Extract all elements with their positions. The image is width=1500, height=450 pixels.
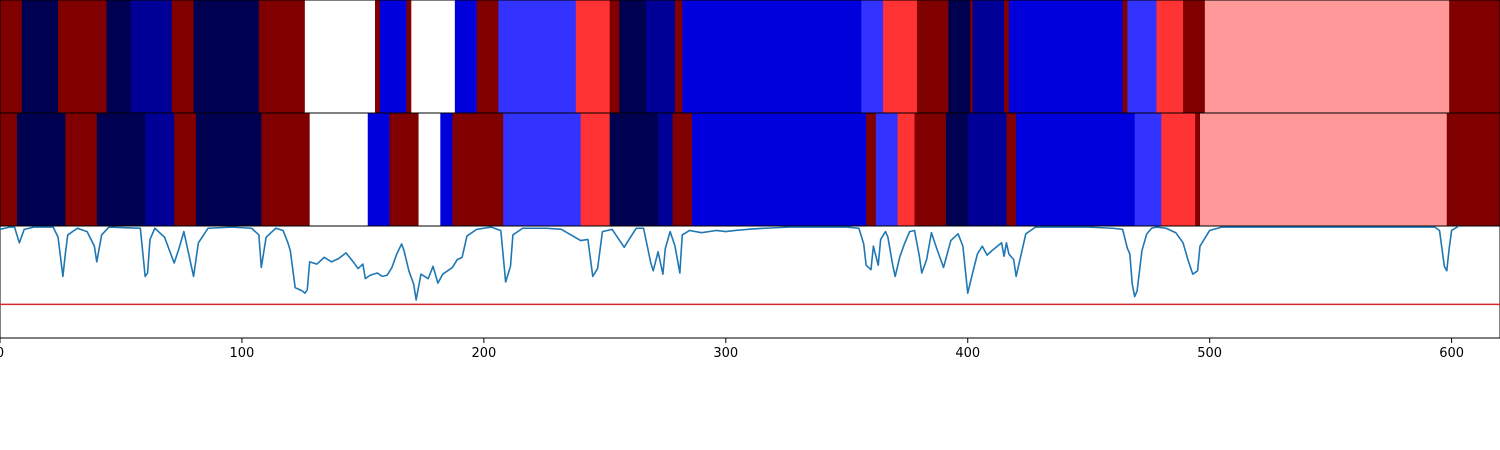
segment-row1-8 — [309, 113, 369, 226]
segment-row1-21 — [875, 113, 899, 226]
x-axis: 0 100 200 300 400 500 600 — [0, 338, 1464, 361]
segment-row0-20 — [675, 0, 683, 113]
segment-row0-28 — [1004, 0, 1010, 113]
segment-row0-19 — [645, 0, 676, 113]
segment-row1-25 — [967, 113, 1007, 226]
segment-row0-25 — [948, 0, 971, 113]
segment-row0-18 — [619, 0, 647, 113]
segment-row1-17 — [658, 113, 674, 226]
segment-row0-0 — [0, 0, 23, 113]
segment-row0-15 — [498, 0, 577, 113]
segment-row1-14 — [503, 113, 582, 226]
x-tick-label-400: 400 — [955, 346, 980, 361]
segment-strip-top — [0, 0, 1500, 113]
segment-row0-4 — [130, 0, 173, 113]
segment-row1-28 — [1134, 113, 1162, 226]
segment-row1-2 — [65, 113, 98, 226]
segment-row0-13 — [454, 0, 478, 113]
segment-row0-3 — [106, 0, 132, 113]
segment-row0-32 — [1156, 0, 1184, 113]
segment-row1-23 — [914, 113, 947, 226]
segment-row0-16 — [575, 0, 611, 113]
x-tick-label-300: 300 — [713, 346, 738, 361]
confidence-line — [0, 225, 1460, 301]
segment-row1-6 — [195, 113, 262, 226]
segment-row0-2 — [58, 0, 107, 113]
line-panel-frame — [0, 225, 1500, 339]
x-tick-label-200: 200 — [471, 346, 496, 361]
x-tick-label-500: 500 — [1197, 346, 1222, 361]
segment-row0-35 — [1449, 0, 1500, 113]
segment-row0-33 — [1183, 0, 1206, 113]
x-tick-label-0: 0 — [0, 346, 4, 361]
segment-row0-5 — [171, 0, 195, 113]
segment-row0-21 — [682, 0, 862, 113]
segment-row0-11 — [406, 0, 412, 113]
segment-row0-30 — [1122, 0, 1128, 113]
segment-row1-3 — [96, 113, 146, 226]
segment-row1-22 — [897, 113, 916, 226]
segment-row1-29 — [1161, 113, 1196, 226]
segment-row0-12 — [411, 0, 456, 113]
segment-row1-4 — [145, 113, 175, 226]
segment-row1-7 — [261, 113, 311, 226]
segment-row0-26 — [970, 0, 974, 113]
segment-row0-34 — [1204, 0, 1450, 113]
x-tick-label-600: 600 — [1439, 346, 1464, 361]
segment-row0-17 — [609, 0, 620, 113]
segment-row1-9 — [367, 113, 391, 226]
segment-row0-6 — [193, 0, 260, 113]
segment-row1-10 — [389, 113, 420, 226]
segment-row0-22 — [861, 0, 884, 113]
segment-row0-31 — [1127, 0, 1157, 113]
line-panel — [0, 225, 1500, 339]
segment-row0-9 — [375, 0, 381, 113]
segment-row0-14 — [476, 0, 499, 113]
segment-row0-10 — [379, 0, 407, 113]
segment-row1-19 — [691, 113, 867, 226]
segment-row1-30 — [1195, 113, 1201, 226]
segment-row0-1 — [21, 0, 59, 113]
segment-row0-29 — [1008, 0, 1124, 113]
segment-row0-8 — [304, 0, 376, 113]
segment-row1-15 — [580, 113, 611, 226]
segment-row1-0 — [0, 113, 18, 226]
segment-row1-20 — [866, 113, 877, 226]
segment-row1-16 — [609, 113, 659, 226]
segment-row0-7 — [258, 0, 306, 113]
segment-row1-24 — [945, 113, 969, 226]
segment-row0-23 — [883, 0, 918, 113]
segment-row1-26 — [1006, 113, 1017, 226]
segment-row1-13 — [452, 113, 504, 226]
segment-row1-12 — [440, 113, 453, 226]
segment-strip-bottom — [0, 113, 1500, 226]
segment-row1-32 — [1446, 113, 1500, 226]
segment-row1-1 — [16, 113, 66, 226]
segment-row1-18 — [672, 113, 693, 226]
segment-row1-5 — [174, 113, 197, 226]
segment-row1-27 — [1016, 113, 1136, 226]
x-tick-label-100: 100 — [230, 346, 255, 361]
segment-row1-31 — [1200, 113, 1448, 226]
segment-row1-11 — [418, 113, 441, 226]
segment-row0-24 — [916, 0, 949, 113]
segment-row0-27 — [972, 0, 1005, 113]
